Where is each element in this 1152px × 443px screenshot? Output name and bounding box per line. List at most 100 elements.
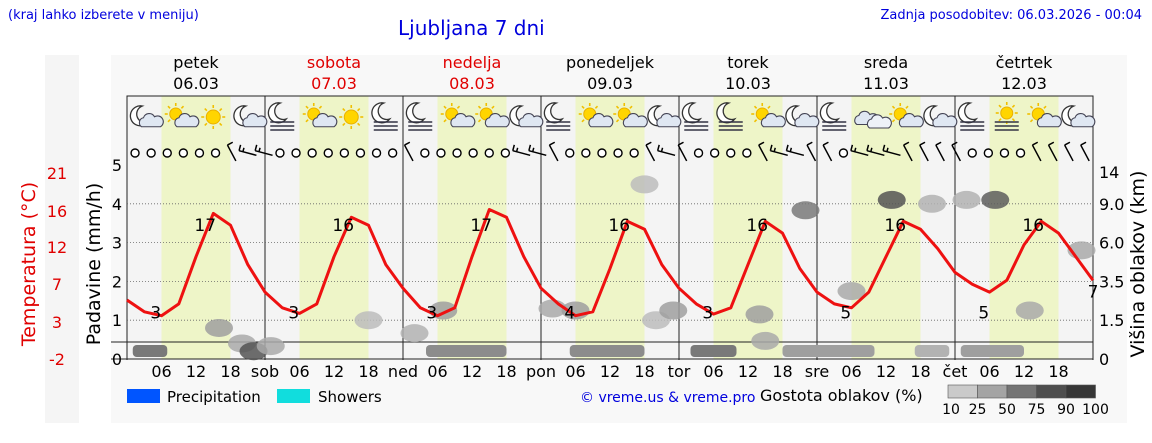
left-axis-strip	[45, 55, 79, 423]
wind-calm-icon	[597, 148, 607, 158]
wind-shaft	[786, 149, 805, 157]
temperature-min-label: 5	[840, 304, 851, 324]
day-abbr-label: sob	[251, 362, 279, 381]
precipitation-tick-label: 5	[112, 156, 122, 175]
sun-icon	[201, 105, 226, 129]
wind-barb-icon	[645, 141, 656, 162]
wind-calm-icon	[291, 148, 301, 158]
day-abbr-label: pon	[526, 362, 556, 381]
wind-feather	[1048, 141, 1055, 146]
wind-feather	[528, 144, 532, 151]
precipitation-tick-label: 2	[112, 272, 122, 291]
hour-tick-label: 12	[462, 362, 482, 381]
hour-tick-label: 18	[910, 362, 930, 381]
wind-calm-icon	[500, 148, 511, 158]
showers-legend-label: Showers	[318, 388, 382, 406]
wind-barb-icon	[882, 144, 901, 157]
wind-feather	[515, 147, 519, 152]
wind-feather	[919, 141, 926, 146]
hour-tick-label: 06	[703, 362, 723, 381]
temperature-tick-label: 16	[47, 202, 67, 221]
sun-ray	[891, 105, 896, 109]
wind-barb-icon	[656, 144, 676, 157]
wind-calm-icon	[307, 148, 317, 158]
precipitation-legend-label: Precipitation	[167, 388, 261, 406]
day-band	[161, 96, 231, 359]
wind-feather	[769, 144, 773, 151]
cloud-shape	[312, 113, 338, 128]
wind-feather	[227, 141, 234, 146]
showers-swatch	[277, 389, 310, 403]
moon-fog-icon	[543, 102, 571, 131]
hour-tick-label: 06	[841, 362, 861, 381]
wind-feather	[903, 141, 910, 146]
wind-shaft	[548, 144, 559, 162]
sun-ray	[1011, 104, 1016, 108]
wind-feather	[660, 147, 664, 152]
wind-barb-icon	[403, 141, 414, 162]
sun-ray	[629, 105, 633, 109]
wind-calm-icon	[130, 148, 140, 158]
wind-shaft	[512, 149, 531, 157]
temperature-tick-label: 12	[47, 238, 67, 257]
moon-fog-icon	[405, 102, 433, 131]
wind-feather	[258, 147, 261, 152]
day-band	[851, 96, 921, 359]
sun-ray	[204, 122, 208, 127]
sun-ray	[905, 105, 909, 109]
wind-shaft	[238, 149, 257, 157]
wind-calm-icon	[436, 148, 446, 158]
day-name-label: četrtek	[996, 53, 1054, 72]
wind-calm-icon	[387, 148, 398, 158]
night-band	[265, 96, 300, 359]
sun-ray	[204, 107, 208, 112]
wind-shaft	[770, 149, 788, 157]
cloud-density-swatch	[977, 384, 1008, 399]
cloud-density-step-label: 75	[1028, 402, 1046, 418]
sun-ray	[998, 104, 1002, 108]
region-hint[interactable]: (kraj lahko izberete v meniju)	[8, 8, 199, 23]
sun-ray	[305, 119, 309, 123]
wind-feather	[549, 141, 556, 146]
wind-feather	[806, 141, 813, 146]
cloud-shape	[622, 113, 648, 128]
wind-calm-icon	[581, 148, 591, 158]
wind-barb-icon	[951, 141, 962, 162]
day-date-label: 07.03	[311, 74, 357, 93]
day-abbr-label: čet	[943, 362, 968, 381]
night-band	[817, 96, 852, 359]
wind-barb-icon	[226, 141, 237, 162]
cloud-height-tick-label: 6.0	[1099, 234, 1124, 253]
temperature-line	[126, 208, 1095, 318]
wind-shaft	[645, 144, 656, 162]
wind-calm-icon	[323, 148, 333, 158]
low-cloud-band	[914, 345, 950, 357]
temperature-max-label: 16	[332, 216, 354, 236]
temperature-max-label: 17	[470, 216, 492, 236]
wind-feather	[645, 141, 652, 146]
wind-barb-icon	[254, 144, 273, 157]
day-abbr-label: tor	[668, 362, 691, 381]
wind-feather	[512, 144, 516, 151]
wind-shaft	[677, 144, 688, 162]
cloud-shape	[1070, 113, 1096, 128]
wind-feather	[870, 147, 873, 152]
cloud-height-tick-label: 3.5	[1099, 272, 1124, 291]
cloud-density-patch	[256, 337, 285, 356]
precipitation-axis-title: Padavine (mm/h)	[83, 183, 105, 346]
cloud-shape	[450, 113, 476, 128]
wind-calm-icon	[613, 148, 623, 158]
wind-calm-icon	[838, 148, 849, 158]
wind-feather	[656, 144, 660, 151]
day-name-label: nedelja	[443, 53, 502, 72]
cloud-height-tick-label: 1.5	[1099, 311, 1124, 330]
wind-calm-icon	[452, 148, 462, 158]
sun-ray	[998, 118, 1002, 122]
sun-cloud-icon	[1027, 103, 1062, 128]
cloud-density-patch	[952, 190, 981, 209]
wind-barb-icon	[935, 141, 945, 162]
sun-ray	[891, 119, 896, 123]
wind-feather	[531, 147, 535, 152]
wind-barb-icon	[769, 144, 788, 157]
